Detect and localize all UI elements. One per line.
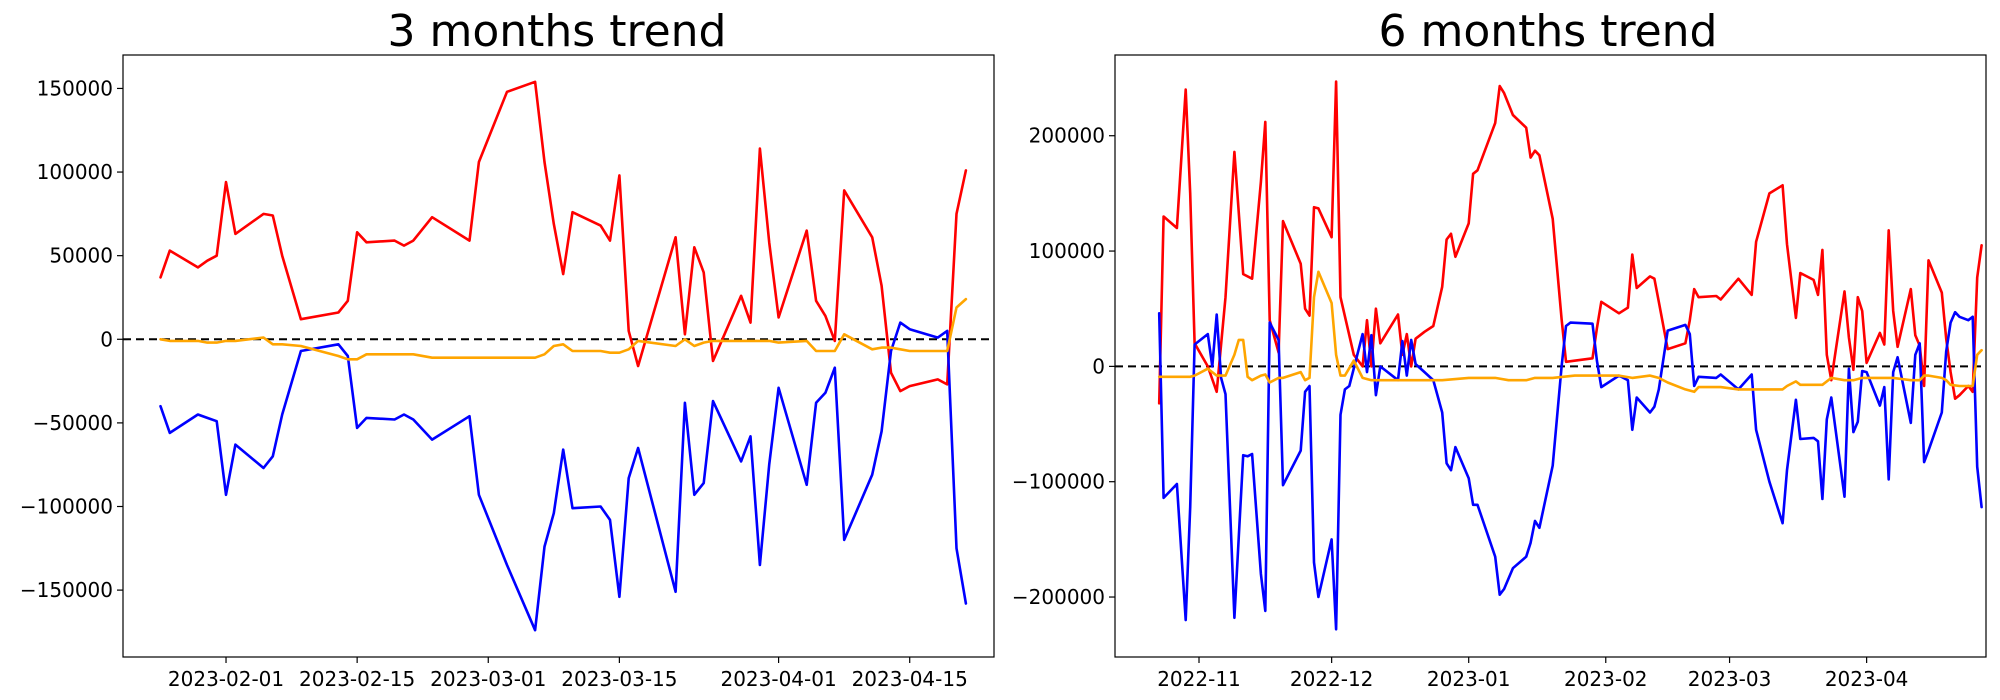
y-tick-label: −200000	[1012, 585, 1105, 609]
y-tick-label: 200000	[1029, 124, 1105, 148]
series-line-1	[1157, 310, 1983, 631]
plot-area	[123, 80, 994, 632]
x-tick-label: 2023-04-15	[852, 667, 968, 691]
x-tick-label: 2023-04	[1825, 667, 1909, 691]
chart-title: 3 months trend	[388, 6, 727, 57]
axes-frame	[1114, 54, 1987, 658]
x-tick-label: 2023-03-15	[561, 667, 677, 691]
axes-frame	[122, 54, 995, 658]
y-tick-label: −100000	[20, 495, 113, 519]
chart-title: 6 months trend	[1379, 6, 1718, 57]
x-tick-label: 2023-03-01	[430, 667, 546, 691]
series-line-1	[159, 321, 968, 632]
series-line-2	[159, 297, 968, 361]
series-line-0	[159, 80, 968, 393]
y-tick-label: −100000	[1012, 470, 1105, 494]
y-tick-label: 150000	[37, 76, 113, 100]
y-tick-label: 50000	[49, 244, 113, 268]
x-tick-label: 2023-01	[1427, 667, 1511, 691]
x-tick-label: 2023-02-15	[299, 667, 415, 691]
series-line-0	[1157, 80, 1983, 405]
plot-area	[1115, 80, 1986, 631]
y-tick-label: −150000	[20, 578, 113, 602]
series-line-2	[1157, 270, 1983, 394]
x-tick-label: 2022-11	[1157, 667, 1241, 691]
x-tick-label: 2022-12	[1290, 667, 1374, 691]
y-tick-label: 0	[100, 327, 113, 351]
x-tick-label: 2023-04-01	[720, 667, 836, 691]
x-tick-label: 2023-03	[1688, 667, 1772, 691]
x-tick-label: 2023-02-01	[168, 667, 284, 691]
y-tick-label: −50000	[33, 411, 113, 435]
chart-3-months-trend: 3 months trend 150000 100000 50000 0 −50000 −…	[20, 6, 995, 691]
chart-6-months-trend: 6 months trend 200000 100000 0 −100000 −2000…	[1012, 6, 1987, 691]
x-tick-label: 2023-02	[1564, 667, 1648, 691]
y-tick-label: 100000	[1029, 239, 1105, 263]
y-tick-label: 100000	[37, 160, 113, 184]
y-tick-label: 0	[1092, 354, 1105, 378]
